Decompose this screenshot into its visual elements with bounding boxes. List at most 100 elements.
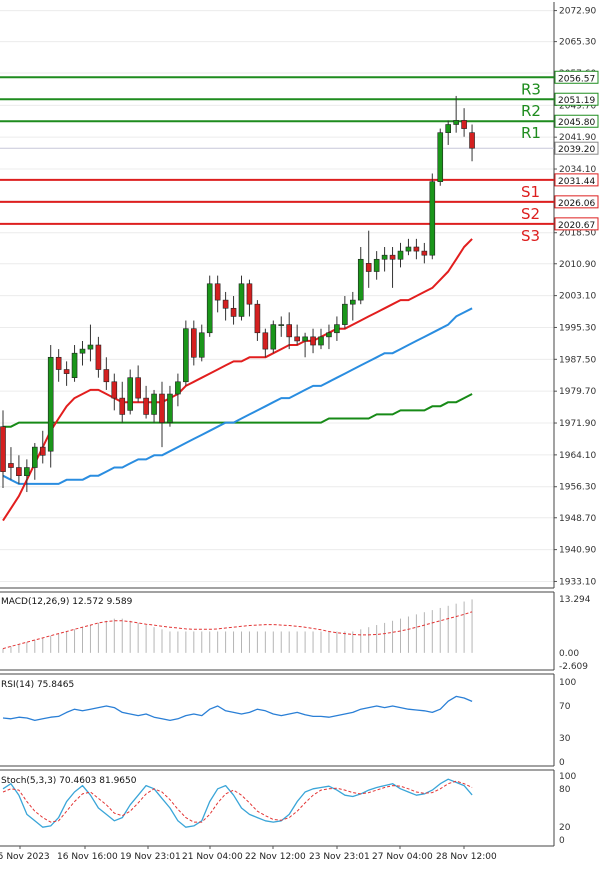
level-label-s3: S3 <box>521 227 540 245</box>
ma-mid-line <box>2 307 473 485</box>
last-price-tag-box <box>554 141 599 155</box>
price-tick-label: 2010.90 <box>559 260 596 270</box>
candle-up <box>342 303 348 325</box>
level-tag-box-s2 <box>554 195 599 209</box>
rsi-tick-label: 70 <box>559 702 571 712</box>
candle-down <box>135 377 141 399</box>
price-tick-label: 2034.10 <box>559 165 596 175</box>
candle-down <box>254 303 261 334</box>
macd-tick-label: 13.294 <box>559 595 591 605</box>
candle-down <box>389 254 396 260</box>
candle-up <box>79 348 86 354</box>
price-tick-label: 2065.30 <box>559 38 596 48</box>
candle-down <box>413 246 420 252</box>
candle-down <box>222 299 229 309</box>
candle-down <box>230 307 237 317</box>
price-tick-label: 2049.70 <box>559 101 596 111</box>
price-tick-label: 1948.70 <box>559 514 596 524</box>
last-price-tag: 2039.20 <box>558 145 595 155</box>
candle-up <box>334 324 340 334</box>
macd-tick-label: 0.00 <box>559 649 579 659</box>
stoch-tick-label: 20 <box>559 823 571 833</box>
time-tick-label: 16 Nov 16:00 <box>57 852 118 862</box>
ma-slow-line <box>3 393 473 428</box>
level-tag-box-r1 <box>554 114 599 128</box>
candle-up <box>71 352 78 378</box>
price-tick-label: 1940.90 <box>559 546 596 556</box>
candle-down <box>111 381 118 399</box>
price-tick-label: 2018.50 <box>559 229 596 239</box>
stoch-k-line <box>2 778 473 828</box>
price-tick-label: 1956.30 <box>559 483 596 493</box>
candle-down <box>119 397 126 415</box>
candle-up <box>24 467 30 477</box>
candle-down <box>461 120 467 129</box>
stoch-d-line <box>2 780 473 823</box>
candle-up <box>302 336 308 342</box>
candle-up <box>373 258 380 272</box>
candle-up <box>151 393 157 415</box>
candle-down <box>159 393 165 423</box>
level-label-s1: S1 <box>521 183 540 201</box>
candle-down <box>191 328 197 358</box>
time-tick-label: 28 Nov 12:00 <box>436 852 497 862</box>
candle-up <box>31 446 38 468</box>
level-tag-s1: 2031.44 <box>558 177 595 187</box>
level-tag-s3: 2020.67 <box>558 221 595 231</box>
candle-down <box>214 283 221 301</box>
rsi-tick-label: 30 <box>559 734 571 744</box>
level-tag-box-r2 <box>554 92 599 106</box>
price-tick-label: 1971.90 <box>559 419 596 429</box>
candle-down <box>286 324 293 338</box>
level-label-r2: R2 <box>521 102 541 120</box>
price-tick-label: 1964.10 <box>559 451 596 461</box>
level-tag-box-s3 <box>554 217 599 231</box>
candle-down <box>365 263 372 272</box>
level-tag-s2: 2026.06 <box>558 199 595 209</box>
candle-down <box>246 283 253 305</box>
candle-down <box>95 344 102 370</box>
rsi-tick-label: 100 <box>559 678 576 688</box>
rsi-tick-label: 0 <box>559 758 565 768</box>
candle-up <box>326 332 332 338</box>
macd-panel: MACD(12,26,9) 12.572 9.589 13.294 0.00 -2.6… <box>0 591 591 672</box>
stoch-tick-label: 0 <box>559 836 565 846</box>
time-tick-label: 21 Nov 04:00 <box>182 852 243 862</box>
time-tick-label: 19 Nov 23:01 <box>120 852 181 862</box>
candle-up <box>47 356 54 452</box>
level-label-r1: R1 <box>521 124 541 142</box>
candle-up <box>175 381 181 395</box>
candle-up <box>206 283 213 334</box>
macd-signal-line <box>2 611 473 650</box>
candle-down <box>8 463 14 468</box>
price-tick-label: 2072.90 <box>559 7 596 17</box>
candle-up <box>183 328 189 383</box>
level-tag-r2: 2051.19 <box>558 96 595 106</box>
candle-up <box>318 336 324 346</box>
price-tick-label: 1995.30 <box>559 323 596 333</box>
candle-down <box>103 369 110 383</box>
candle-up <box>429 181 436 256</box>
rsi-panel: RSI(14) 75.8465 100 70 30 0 <box>0 673 576 768</box>
candle-down <box>262 332 269 350</box>
candle-down <box>16 467 22 477</box>
candle-up <box>349 299 356 305</box>
time-tick-label: 27 Nov 04:00 <box>372 852 433 862</box>
macd-tick-label: -2.609 <box>559 662 588 672</box>
time-tick-label: 15 Nov 2023 <box>0 852 50 862</box>
candle-down <box>143 397 149 415</box>
candle-up <box>381 254 388 260</box>
price-panel: 2072.902065.302057.602049.702041.902034.… <box>0 2 599 589</box>
stoch-panel: Stoch(5,3,3) 70.4603 81.9650 100 80 20 0 <box>0 769 576 847</box>
ma-fast-line <box>2 238 473 522</box>
candle-down <box>63 369 70 374</box>
level-tag-box-r3 <box>554 70 599 84</box>
candle-up <box>238 283 245 317</box>
candle-down <box>55 356 62 370</box>
stoch-tick-label: 80 <box>559 785 571 795</box>
candle-down <box>421 250 428 256</box>
candle-up <box>405 246 412 252</box>
